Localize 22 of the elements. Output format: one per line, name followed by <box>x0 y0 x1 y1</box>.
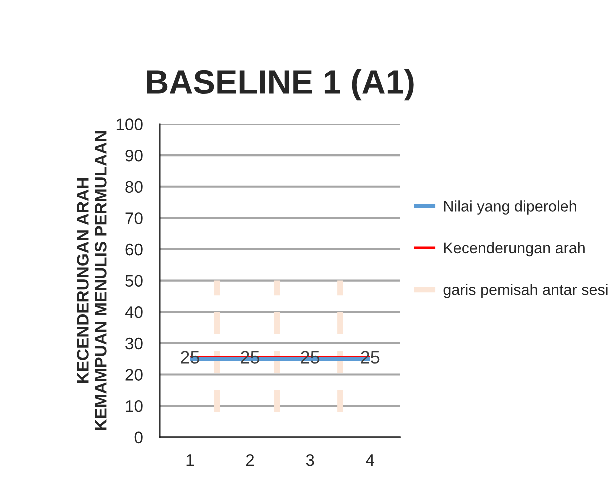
y-tick-label: 100 <box>116 118 143 130</box>
x-tick-label: 1 <box>186 454 194 466</box>
y-axis-title: KECENDERUNGAN ARAH KEMAMPUAN MENULIS PERMULAAN <box>77 131 107 430</box>
y-tick-label: 40 <box>125 306 143 318</box>
y-tick-label: 50 <box>126 275 143 288</box>
y-tick-label: 20 <box>126 369 143 381</box>
legend-label: Nilai yang diperoleh <box>444 200 576 215</box>
y-tick-label: 0 <box>134 432 143 444</box>
y-tick-label: 70 <box>126 212 143 224</box>
y-tick-label: 30 <box>126 338 143 350</box>
y-tick-label: 60 <box>126 244 143 256</box>
x-tick-label: 4 <box>366 454 375 466</box>
chart-title: BASELINE 1 (A1) <box>147 70 414 101</box>
data-label: 25 <box>181 351 200 364</box>
x-tick-label: 3 <box>306 454 314 466</box>
legend-label: garis pemisah antar sesi <box>444 284 608 298</box>
y-tick-label: 90 <box>126 150 143 162</box>
legend-label: Kecenderungan arah <box>444 242 585 257</box>
x-tick-label: 2 <box>246 454 254 466</box>
y-tick-label: 80 <box>126 181 143 194</box>
y-tick-label: 10 <box>126 400 143 412</box>
data-label: 25 <box>361 351 380 364</box>
